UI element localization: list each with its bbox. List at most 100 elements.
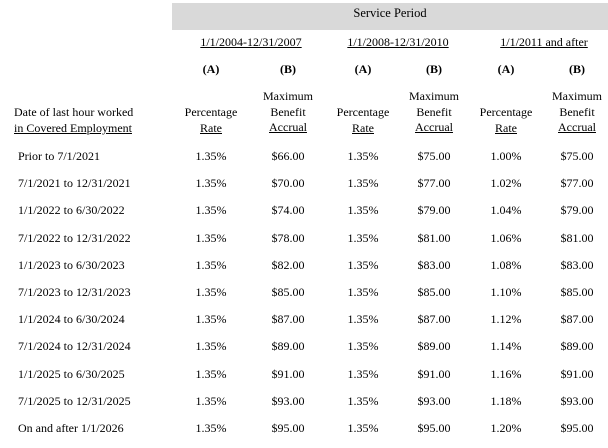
column-key-b-3: (B) xyxy=(569,62,585,76)
table-cell: 1.35% xyxy=(347,312,379,327)
table-cell: 1.02% xyxy=(490,176,522,191)
col-header-max-benefit-accrual-2: Maximum Benefit Accrual xyxy=(394,89,474,136)
table-cell: $93.00 xyxy=(560,393,594,408)
row-header-line2: in Covered Employment xyxy=(14,121,132,135)
table-cell: $91.00 xyxy=(560,366,594,381)
table-cell: 1.08% xyxy=(490,257,522,272)
col-header-line: Accrual xyxy=(269,120,307,134)
table-cell: 1.35% xyxy=(347,366,379,381)
table-cell: $75.00 xyxy=(560,149,594,163)
table-cell: $77.00 xyxy=(560,176,594,191)
table-cell: 1.06% xyxy=(490,230,522,245)
table-cell: 1.18% xyxy=(490,393,522,408)
table-cell: 1.35% xyxy=(347,176,379,191)
table-cell: 1.35% xyxy=(347,257,379,272)
table-cell: 1.35% xyxy=(195,393,227,408)
col-header-line: Maximum xyxy=(552,89,602,103)
table-cell: 1.12% xyxy=(490,312,522,327)
table-cell: $81.00 xyxy=(417,230,451,245)
period-header-1: 1/1/2004-12/31/2007 xyxy=(200,35,302,49)
table-cell: $83.00 xyxy=(560,257,594,272)
column-key-a-2: (A) xyxy=(354,62,372,76)
table-cell: 1.35% xyxy=(195,285,227,299)
row-label: 7/1/2022 to 12/31/2022 xyxy=(18,230,131,245)
col-header-line: Benefit xyxy=(559,104,595,119)
col-header-max-benefit-accrual-1: Maximum Benefit Accrual xyxy=(248,89,328,136)
col-header-line: Percentage xyxy=(184,105,238,119)
table-cell: 1.35% xyxy=(195,339,227,354)
table-cell: 1.35% xyxy=(195,421,227,435)
table-cell: $85.00 xyxy=(560,285,594,299)
table-cell: $78.00 xyxy=(271,230,305,245)
table-cell: 1.35% xyxy=(195,230,227,245)
column-key-a-3: (A) xyxy=(497,62,515,76)
table-cell: 1.35% xyxy=(347,339,379,354)
table-cell: $85.00 xyxy=(417,285,451,299)
table-cell: $79.00 xyxy=(417,203,451,218)
col-header-line: Percentage xyxy=(479,105,533,119)
column-key-b-1: (B) xyxy=(280,62,296,76)
table-cell: 1.35% xyxy=(195,176,227,191)
table-cell: $91.00 xyxy=(271,366,305,381)
table-cell: $91.00 xyxy=(417,366,451,381)
col-header-line: Rate xyxy=(352,120,374,135)
table-cell: $87.00 xyxy=(560,312,594,327)
row-label: 1/1/2025 to 6/30/2025 xyxy=(18,366,125,381)
table-cell: 1.35% xyxy=(347,285,379,299)
col-header-line: Maximum xyxy=(409,89,459,103)
table-cell: $93.00 xyxy=(271,393,305,408)
row-label: 1/1/2022 to 6/30/2022 xyxy=(18,203,125,218)
table-cell: $89.00 xyxy=(417,339,451,354)
table-cell: 1.35% xyxy=(195,149,227,163)
table-cell: 1.35% xyxy=(195,203,227,218)
service-period-title: Service Period xyxy=(353,6,427,20)
table-cell: 1.35% xyxy=(195,312,227,327)
table-cell: 1.20% xyxy=(490,421,522,435)
table-cell: 1.00% xyxy=(490,149,522,163)
col-header-line: Rate xyxy=(495,120,517,135)
table-cell: 1.35% xyxy=(195,366,227,381)
row-label: 7/1/2025 to 12/31/2025 xyxy=(18,393,131,408)
period-header-3: 1/1/2011 and after xyxy=(500,35,588,49)
table-cell: $81.00 xyxy=(560,230,594,245)
table-cell: 1.14% xyxy=(490,339,522,354)
row-label: 1/1/2023 to 6/30/2023 xyxy=(18,257,125,272)
col-header-line: Maximum xyxy=(263,89,313,103)
col-header-line: Rate xyxy=(200,120,222,135)
table-cell: $89.00 xyxy=(271,339,305,354)
table-cell: $87.00 xyxy=(417,312,451,327)
col-header-percentage-rate-2: Percentage Rate xyxy=(323,105,403,136)
col-header-line: Accrual xyxy=(415,120,453,134)
table-cell: 1.04% xyxy=(490,203,522,218)
table-cell: $79.00 xyxy=(560,203,594,218)
table-cell: $66.00 xyxy=(271,149,305,163)
table-cell: 1.35% xyxy=(195,257,227,272)
table-cell: 1.10% xyxy=(490,285,522,299)
row-header-line1: Date of last hour worked xyxy=(14,105,134,119)
row-label: On and after 1/1/2026 xyxy=(18,421,124,435)
col-header-percentage-rate-3: Percentage Rate xyxy=(466,105,546,136)
table-cell: $75.00 xyxy=(417,149,451,163)
row-label: 7/1/2023 to 12/31/2023 xyxy=(18,285,131,299)
table-cell: 1.35% xyxy=(347,230,379,245)
column-key-a-1: (A) xyxy=(202,62,220,76)
table-cell: $95.00 xyxy=(417,421,451,435)
table-cell: $83.00 xyxy=(417,257,451,272)
table-cell: $82.00 xyxy=(271,257,305,272)
period-header-2: 1/1/2008-12/31/2010 xyxy=(347,35,449,49)
table-cell: 1.35% xyxy=(347,393,379,408)
table-cell: $93.00 xyxy=(417,393,451,408)
service-period-band xyxy=(172,3,608,30)
table-cell: $77.00 xyxy=(417,176,451,191)
table-cell: $89.00 xyxy=(560,339,594,354)
row-label: 1/1/2024 to 6/30/2024 xyxy=(18,312,125,327)
col-header-line: Benefit xyxy=(416,104,452,119)
col-header-max-benefit-accrual-3: Maximum Benefit Accrual xyxy=(537,89,608,136)
col-header-line: Percentage xyxy=(336,105,390,119)
row-label: 7/1/2021 to 12/31/2021 xyxy=(18,176,131,191)
row-label: Prior to 7/1/2021 xyxy=(18,149,101,163)
column-key-b-2: (B) xyxy=(426,62,442,76)
table-cell: $95.00 xyxy=(560,421,594,435)
table-cell: 1.35% xyxy=(347,421,379,435)
table-cell: $87.00 xyxy=(271,312,305,327)
